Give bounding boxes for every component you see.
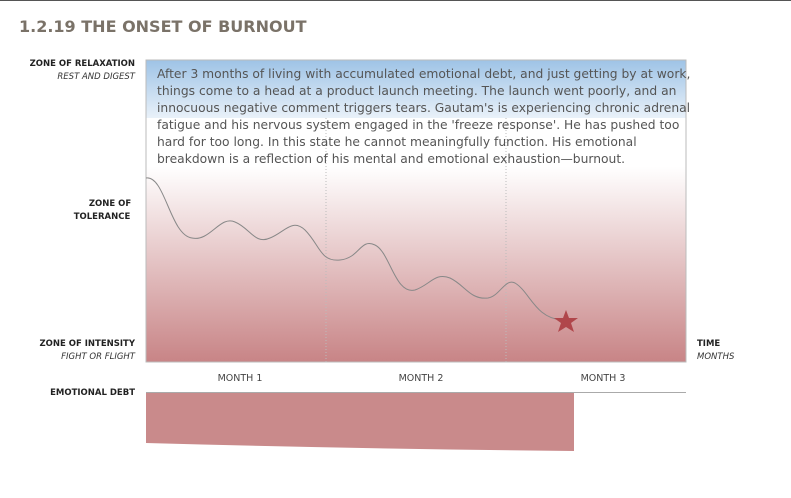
title: 1.2.19 THE ONSET OF BURNOUT — [19, 17, 307, 36]
story-line: hard for too long. In this state he cann… — [157, 135, 637, 149]
debt-area — [146, 393, 574, 451]
zone-sub: FIGHT OR FLIGHT — [61, 352, 136, 362]
stress-curve — [145, 177, 563, 321]
zone-label: ZONE OF INTENSITY — [40, 339, 136, 349]
story-line: innocuous negative comment triggers tear… — [157, 101, 690, 115]
frame — [145, 59, 687, 363]
zone-label: TOLERANCE — [74, 212, 131, 222]
zone-label: ZONE OF — [89, 199, 131, 209]
tolerance-band — [146, 118, 686, 362]
month-label: MONTH 2 — [399, 373, 444, 384]
story-line: fatigue and his nervous system engaged i… — [157, 118, 679, 132]
story: After 3 months of living with accumulate… — [157, 67, 690, 166]
zone-label: ZONE OF RELAXATION — [30, 59, 135, 69]
month-label: MONTH 1 — [218, 373, 263, 384]
month-label: MONTH 3 — [581, 373, 626, 384]
axis-sub: MONTHS — [697, 352, 735, 362]
story-line: After 3 months of living with accumulate… — [157, 67, 690, 81]
breakdown-star — [554, 310, 578, 332]
relaxation-band — [146, 60, 686, 118]
story-line: things come to a head at a product launc… — [157, 84, 676, 98]
debt-label: EMOTIONAL DEBT — [50, 388, 135, 398]
story-line: breakdown is a reflection of his mental … — [157, 152, 625, 166]
axis-label: TIME — [697, 339, 720, 349]
zone-sub: REST AND DIGEST — [57, 72, 135, 82]
